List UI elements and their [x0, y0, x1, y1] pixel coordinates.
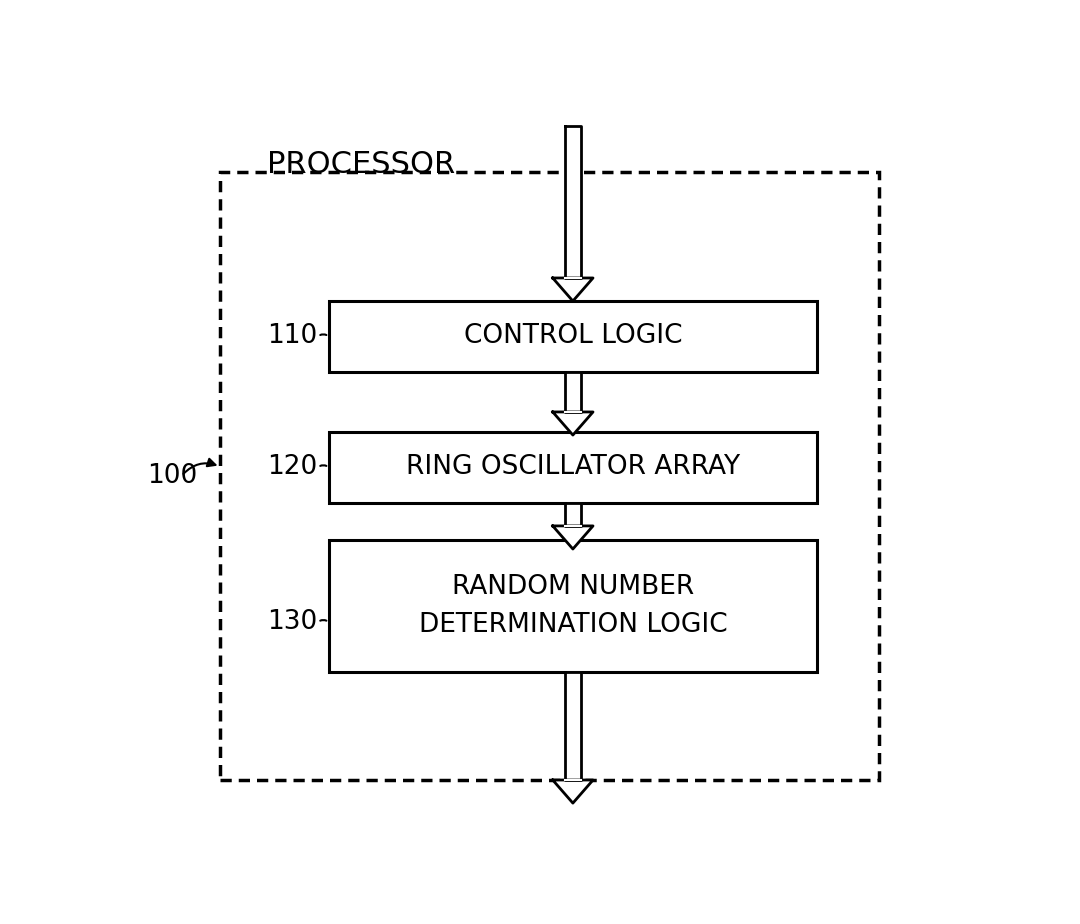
Text: 110: 110	[267, 323, 318, 349]
Polygon shape	[565, 673, 581, 780]
Polygon shape	[553, 278, 593, 301]
Polygon shape	[565, 372, 581, 412]
Text: 100: 100	[147, 463, 197, 489]
Text: 120: 120	[267, 455, 318, 480]
Text: RING OSCILLATOR ARRAY: RING OSCILLATOR ARRAY	[406, 455, 740, 480]
Text: PROCESSOR: PROCESSOR	[267, 151, 455, 179]
Text: RANDOM NUMBER
DETERMINATION LOGIC: RANDOM NUMBER DETERMINATION LOGIC	[419, 574, 727, 638]
Bar	[328, 540, 816, 673]
Polygon shape	[553, 412, 593, 435]
Text: 130: 130	[267, 609, 318, 635]
Polygon shape	[553, 526, 593, 549]
Bar	[220, 172, 879, 780]
Bar	[328, 432, 816, 503]
Polygon shape	[553, 780, 593, 803]
Text: CONTROL LOGIC: CONTROL LOGIC	[463, 323, 683, 349]
Polygon shape	[565, 503, 581, 526]
Polygon shape	[565, 126, 581, 278]
Bar	[328, 301, 816, 372]
